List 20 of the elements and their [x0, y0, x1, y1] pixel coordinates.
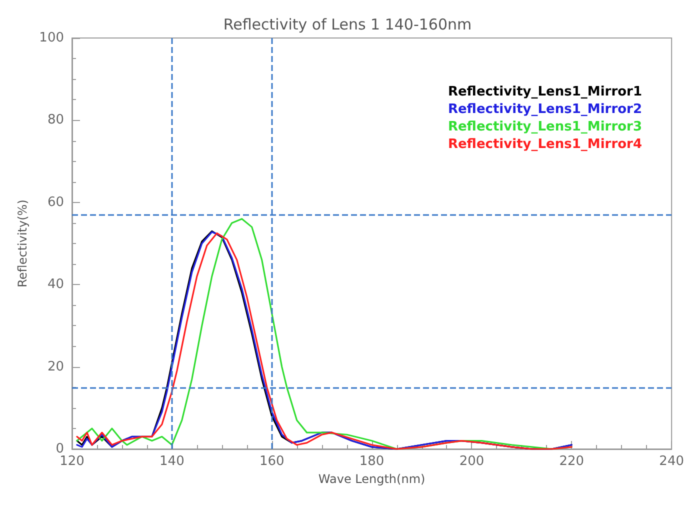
x-tick-label: 240 [659, 454, 684, 469]
y-tick-label: 100 [39, 30, 64, 46]
x-tick-label: 160 [259, 454, 284, 469]
text: Reflectivity_Lens1_Mirror4 [448, 137, 642, 152]
text: Reflectivity_Lens1_Mirror2 [448, 102, 642, 117]
x-tick-label: 180 [359, 454, 384, 469]
y-tick-label: 80 [47, 112, 64, 128]
x-tick-label: 200 [459, 454, 484, 469]
x-axis-title: Wave Length(nm) [318, 472, 426, 486]
y-tick-label: 20 [47, 359, 64, 374]
x-tick-label: 120 [60, 454, 84, 469]
text: Reflectivity_Lens1_Mirror1 [448, 84, 642, 100]
y-tick-label: 0 [56, 442, 64, 456]
y-axis-title: Reflectivity(%) [15, 200, 30, 288]
text: Reflectivity_Lens1_Mirror3 [448, 120, 642, 134]
x-tick-label: 140 [160, 454, 184, 469]
y-tick-label: 60 [47, 194, 64, 210]
chart-title: Reflectivity of Lens 1 140-160nm [223, 16, 472, 34]
x-tick-label: 220 [559, 454, 584, 469]
y-tick-label: 40 [47, 277, 64, 292]
